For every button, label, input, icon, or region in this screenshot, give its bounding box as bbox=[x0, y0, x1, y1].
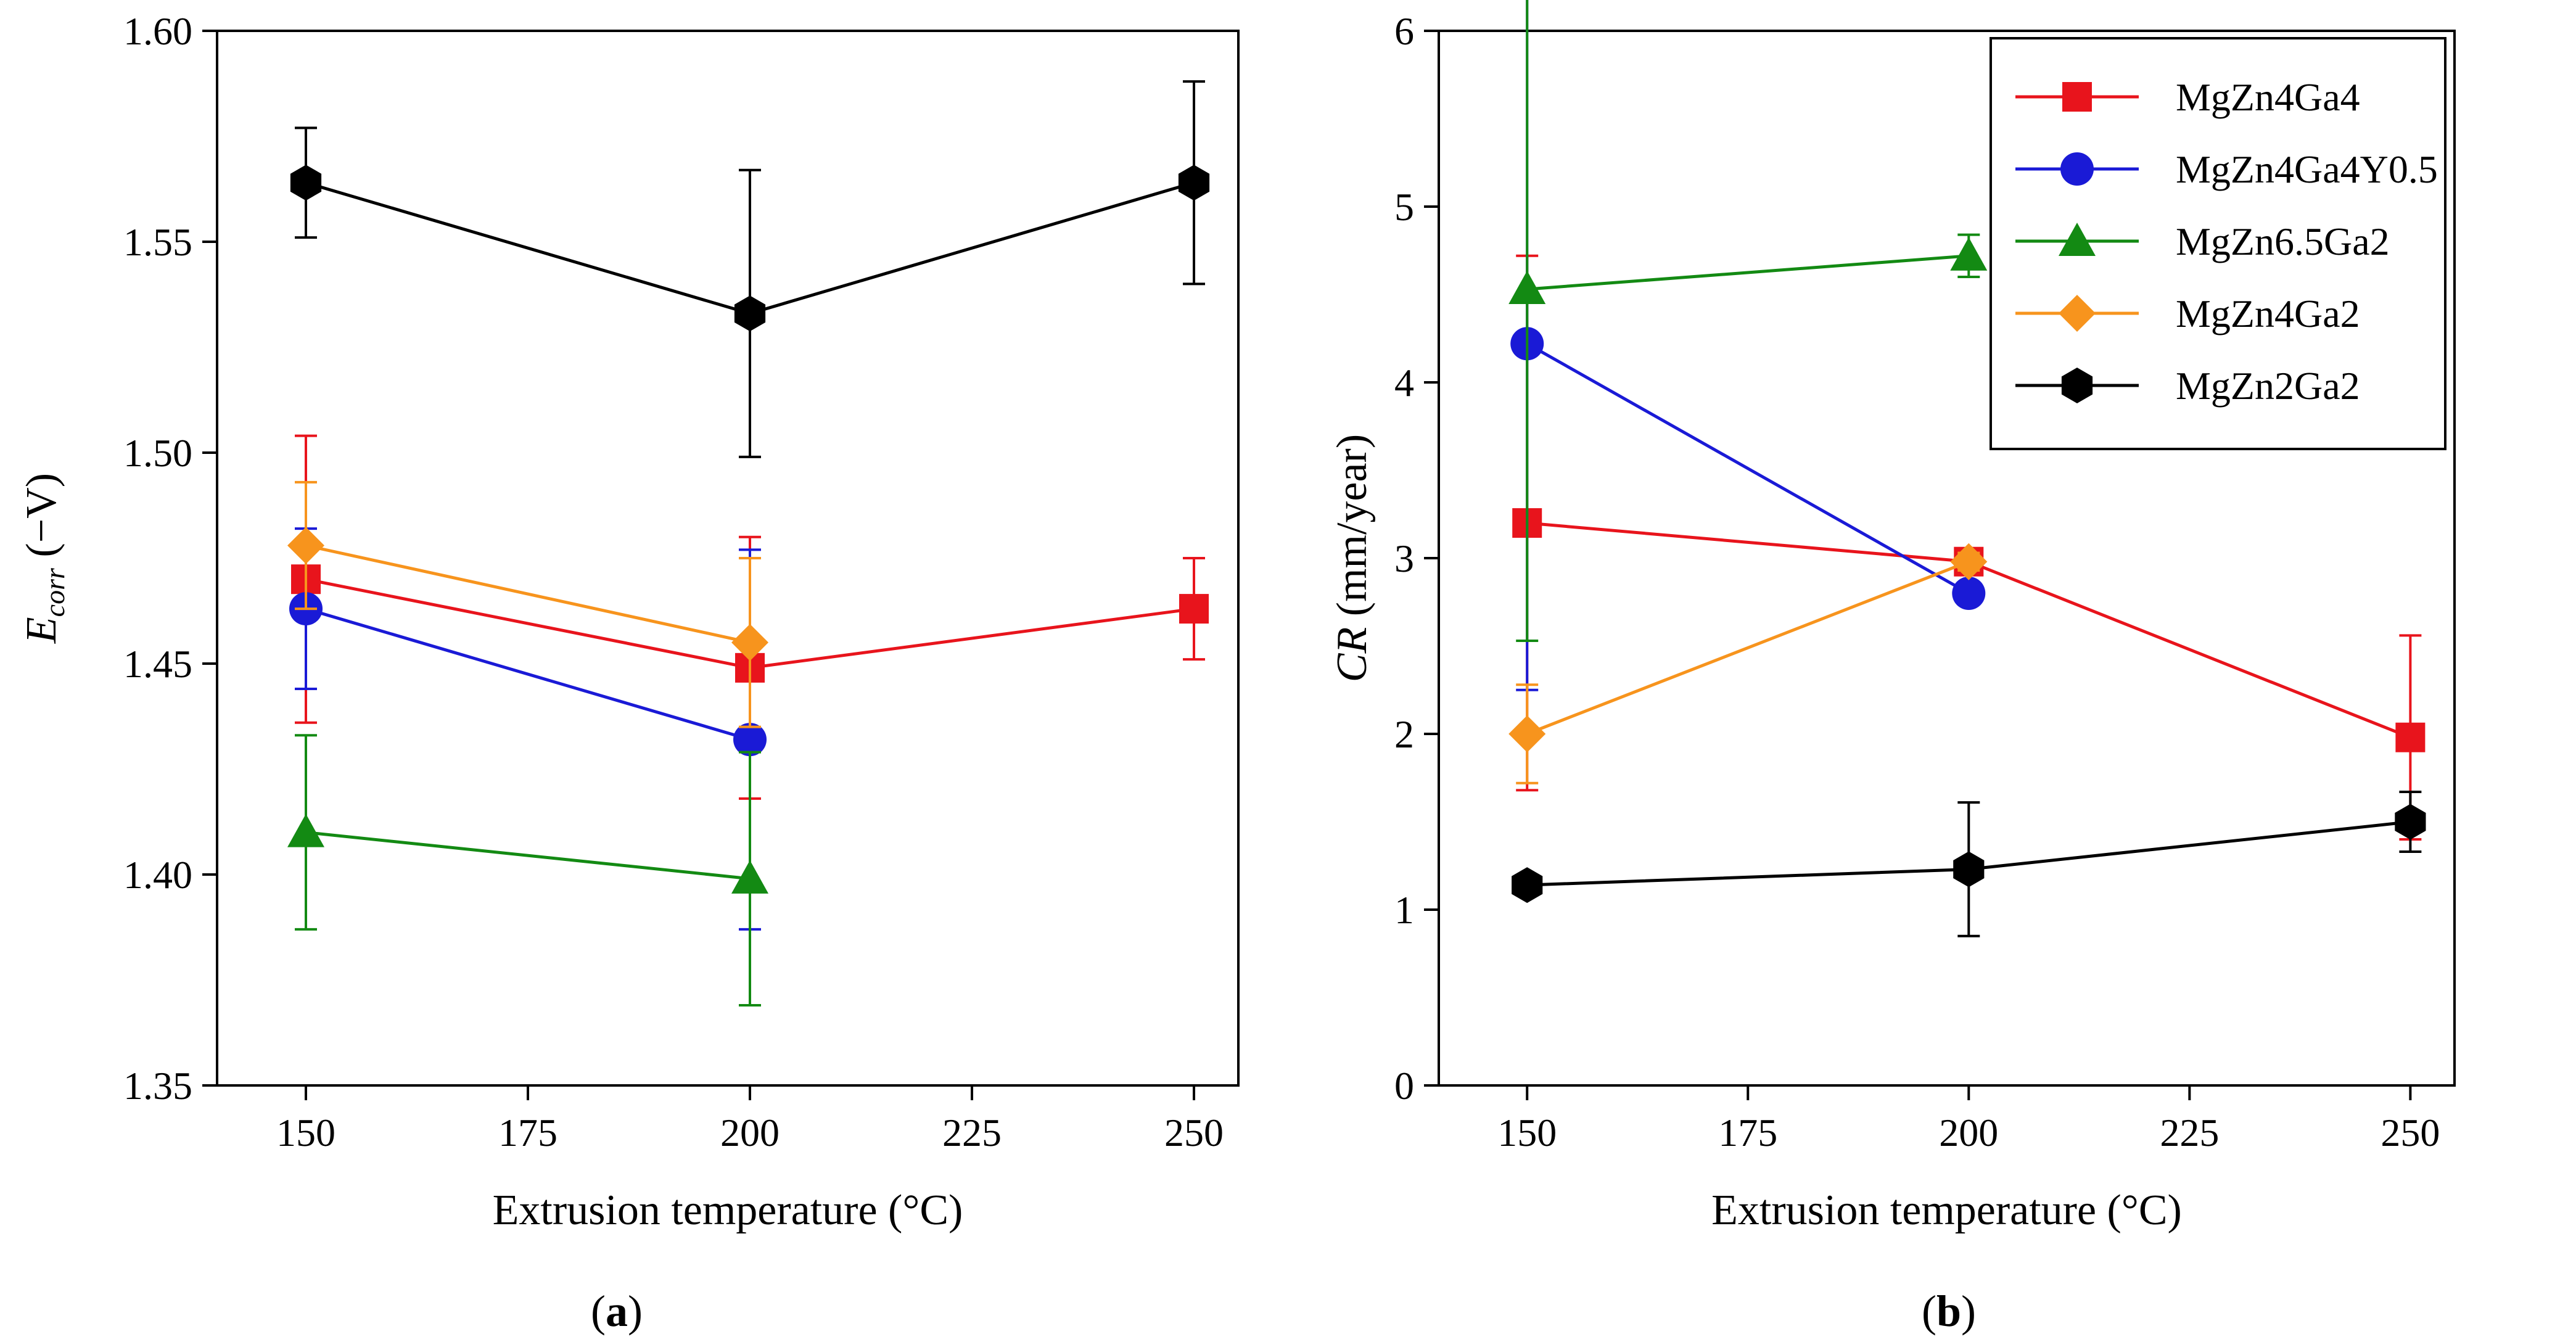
y-tick-label: 3 bbox=[1394, 537, 1414, 580]
legend-entry: MgZn4Ga2 bbox=[2176, 292, 2360, 336]
y-tick-label: 6 bbox=[1394, 9, 1414, 53]
data-point bbox=[1512, 867, 1543, 904]
legend-marker bbox=[2061, 368, 2093, 403]
legend-marker bbox=[2059, 295, 2096, 332]
data-point bbox=[1508, 715, 1546, 752]
legend-marker bbox=[2062, 82, 2092, 112]
x-tick-label: 225 bbox=[2160, 1111, 2219, 1155]
data-point bbox=[1178, 165, 1210, 201]
legend-entry: MgZn6.5Ga2 bbox=[2176, 220, 2390, 263]
y-tick-label: 5 bbox=[1394, 185, 1414, 229]
data-point bbox=[1950, 237, 1988, 271]
legend-marker bbox=[2059, 223, 2096, 256]
data-point bbox=[1952, 577, 1986, 610]
legend-entry: MgZn4Ga4Y0.5 bbox=[2176, 147, 2438, 191]
series-MgZn4Ga2 bbox=[287, 480, 768, 728]
data-point bbox=[2395, 804, 2426, 840]
x-tick-label: 150 bbox=[276, 1111, 335, 1155]
series-MgZn4Ga4Y0.5 bbox=[1510, 0, 1986, 691]
data-point bbox=[287, 527, 324, 564]
data-point bbox=[731, 624, 768, 661]
series-line bbox=[1526, 342, 1970, 595]
series-line bbox=[305, 607, 751, 741]
series-MgZn6.5Ga2 bbox=[287, 734, 768, 1007]
legend-entry: MgZn2Ga2 bbox=[2176, 364, 2360, 408]
series-MgZn4Ga4Y0.5 bbox=[289, 527, 767, 931]
series-MgZn4Ga2 bbox=[1508, 543, 1988, 784]
x-tick-label: 150 bbox=[1497, 1111, 1557, 1155]
data-point bbox=[734, 295, 766, 332]
data-point bbox=[287, 813, 324, 847]
panel-a-chart: 150 175 200 225 250 1.35 1.40 1.45 1.50 1.55 1.60 E… bbox=[18, 9, 1240, 1336]
x-tick-label: 175 bbox=[498, 1111, 558, 1155]
series-MgZn2Ga2 bbox=[290, 80, 1210, 458]
x-tick-label: 225 bbox=[942, 1111, 1002, 1155]
data-point bbox=[2395, 722, 2426, 752]
legend: MgZn4Ga4 MgZn4Ga4Y0.5 MgZn6.5Ga2 MgZn4Ga2 Mg… bbox=[1990, 37, 2446, 450]
y-tick-label: 1.55 bbox=[123, 220, 192, 264]
data-point bbox=[290, 165, 322, 201]
x-tick-label: 250 bbox=[2381, 1111, 2440, 1155]
data-point bbox=[1179, 594, 1209, 624]
y-tick-label: 1.50 bbox=[123, 431, 192, 475]
y-axis-label: Ecorr (−V) bbox=[18, 473, 70, 644]
panel-b-chart: 150 175 200 225 250 0 1 2 3 4 5 6 Extrusion temperat… bbox=[1328, 0, 2456, 1336]
y-tick-label: 2 bbox=[1394, 712, 1414, 756]
data-point bbox=[1950, 543, 1988, 580]
series-line bbox=[305, 831, 751, 881]
panel-label: (a) bbox=[591, 1286, 643, 1336]
x-tick-label: 200 bbox=[1939, 1111, 1998, 1155]
y-axis-label: CR (mm/year) bbox=[1328, 434, 1376, 682]
series-line bbox=[1526, 560, 1970, 736]
series-MgZn2Ga2 bbox=[1512, 791, 2426, 937]
y-tick-label: 0 bbox=[1394, 1064, 1414, 1108]
series-line bbox=[1527, 254, 1969, 291]
y-tick-label: 1.40 bbox=[123, 853, 192, 897]
x-axis-label: Extrusion temperature (°C) bbox=[493, 1187, 963, 1234]
plot-frame bbox=[216, 30, 1240, 1087]
y-tick-label: 1.60 bbox=[123, 9, 192, 53]
x-tick-label: 200 bbox=[720, 1111, 780, 1155]
y-tick-label: 4 bbox=[1394, 361, 1414, 405]
legend-marker bbox=[2060, 152, 2094, 186]
x-tick-label: 250 bbox=[1164, 1111, 1224, 1155]
x-axis-label: Extrusion temperature (°C) bbox=[1711, 1187, 2182, 1234]
y-tick-label: 1.35 bbox=[123, 1064, 192, 1108]
series-MgZn6.5Ga2 bbox=[1508, 0, 1988, 642]
data-point bbox=[733, 723, 767, 757]
y-tick-label: 1.45 bbox=[123, 642, 192, 686]
y-tick-label: 1 bbox=[1394, 888, 1414, 932]
x-tick-label: 175 bbox=[1718, 1111, 1777, 1155]
legend-entry: MgZn4Ga4 bbox=[2176, 75, 2360, 119]
series-line bbox=[305, 544, 751, 644]
data-point bbox=[1508, 270, 1546, 304]
data-point bbox=[731, 860, 768, 894]
panel-label: (b) bbox=[1922, 1286, 1976, 1336]
data-point bbox=[1953, 851, 1985, 887]
